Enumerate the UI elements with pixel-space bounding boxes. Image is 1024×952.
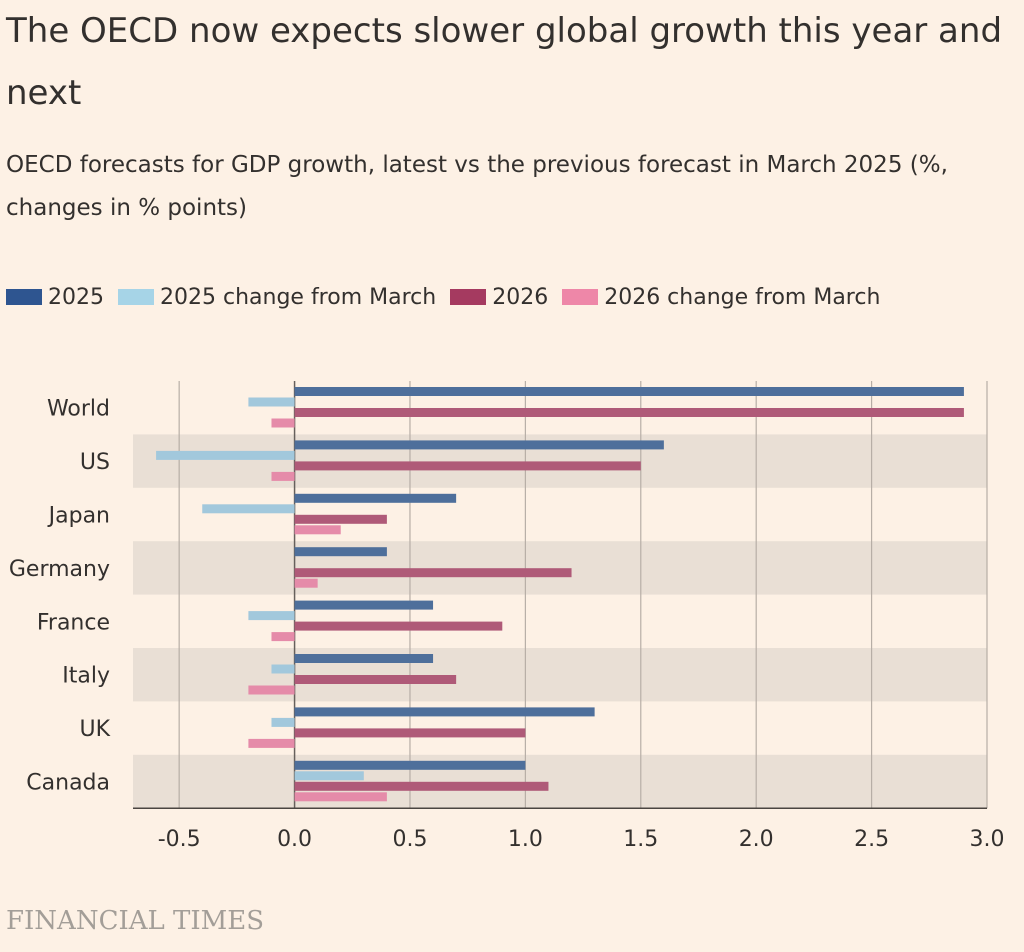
legend-item-2025-change: 2025 change from March xyxy=(118,285,436,310)
y-label-japan: Japan xyxy=(47,504,110,529)
x-tick-label-1-0: 1.0 xyxy=(508,827,543,852)
y-label-world: World xyxy=(47,397,110,422)
bar-italy-2025-change-from-march xyxy=(271,664,295,674)
legend-swatch-2026 xyxy=(450,289,487,305)
x-tick-label-0-5: 0.5 xyxy=(392,827,427,852)
bar-us-2025 xyxy=(294,440,664,450)
legend-label-2026: 2026 xyxy=(492,284,549,310)
y-label-germany: Germany xyxy=(9,557,110,582)
row-band-germany xyxy=(133,541,987,595)
y-axis-labels: World US Japan Germany France Italy UK Canada xyxy=(9,397,111,796)
bar-canada-2025-change-from-march xyxy=(294,771,364,781)
row-bands xyxy=(133,434,987,809)
bar-uk-2025 xyxy=(294,707,595,717)
bar-uk-2025-change-from-march xyxy=(271,717,295,727)
bar-italy-2026-change-from-march xyxy=(248,685,295,695)
bar-japan-2025-change-from-march xyxy=(202,504,295,514)
chart-legend: 2025 2025 change from March 2026 2026 ch… xyxy=(6,282,894,312)
bar-france-2025-change-from-march xyxy=(248,611,295,621)
bar-germany-2025 xyxy=(294,547,387,557)
bar-world-2026 xyxy=(294,408,964,417)
legend-swatch-2026-change xyxy=(562,289,599,305)
y-label-uk: UK xyxy=(79,717,110,742)
x-tick-label-2-5: 2.5 xyxy=(854,827,889,852)
bar-us-2025-change-from-march xyxy=(156,450,295,460)
bars xyxy=(156,387,964,802)
bar-france-2026 xyxy=(294,621,503,631)
bar-us-2026 xyxy=(294,461,641,471)
bar-uk-2026 xyxy=(294,728,526,738)
bar-world-2025 xyxy=(294,387,964,396)
bar-canada-2026-change-from-march xyxy=(294,792,387,802)
x-tick-label-0-0: 0.0 xyxy=(277,827,312,852)
legend-swatch-2025 xyxy=(6,289,42,305)
source-logo: FINANCIAL TIMES xyxy=(6,906,265,936)
legend-item-2025: 2025 xyxy=(6,285,104,310)
legend-label-2026-change: 2026 change from March xyxy=(604,284,881,310)
bar-canada-2026 xyxy=(294,781,549,791)
y-label-us: US xyxy=(80,450,110,475)
bar-world-2026-change-from-march xyxy=(271,418,295,428)
bar-italy-2026 xyxy=(294,675,457,684)
y-label-france: France xyxy=(37,610,110,635)
bar-chart: World US Japan Germany France Italy UK Canada -… xyxy=(9,381,1005,852)
x-tick-label--0-5: -0.5 xyxy=(158,827,201,852)
legend-item-2026: 2026 xyxy=(450,285,548,310)
bar-japan-2025 xyxy=(294,493,457,503)
legend-label-2025-change: 2025 change from March xyxy=(160,284,437,310)
legend-item-2026-change: 2026 change from March xyxy=(562,285,880,310)
x-tick-label-3-0: 3.0 xyxy=(970,827,1005,852)
legend-label-2025: 2025 xyxy=(48,284,104,310)
bar-us-2026-change-from-march xyxy=(271,471,295,481)
bar-germany-2026-change-from-march xyxy=(294,578,318,588)
bar-italy-2025 xyxy=(294,654,434,663)
x-tick-label-2-0: 2.0 xyxy=(739,827,774,852)
chart-subtitle: OECD forecasts for GDP growth, latest vs… xyxy=(6,152,948,221)
y-label-italy: Italy xyxy=(62,664,110,689)
x-tick-label-1-5: 1.5 xyxy=(623,827,658,852)
chart-title: The OECD now expects slower global growt… xyxy=(6,11,1003,113)
bar-germany-2026 xyxy=(294,568,572,578)
bar-japan-2026 xyxy=(294,514,387,524)
bar-france-2026-change-from-march xyxy=(271,632,295,642)
bar-canada-2025 xyxy=(294,760,526,770)
bar-uk-2026-change-from-march xyxy=(248,738,295,748)
bar-france-2025 xyxy=(294,600,434,610)
bar-japan-2026-change-from-march xyxy=(294,525,341,535)
y-label-canada: Canada xyxy=(26,771,110,796)
x-axis-labels: -0.5 0.0 0.5 1.0 1.5 2.0 2.5 3.0 xyxy=(158,827,1005,852)
bar-world-2025-change-from-march xyxy=(248,397,295,407)
legend-swatch-2025-change xyxy=(118,289,154,305)
row-band-canada xyxy=(133,754,987,809)
